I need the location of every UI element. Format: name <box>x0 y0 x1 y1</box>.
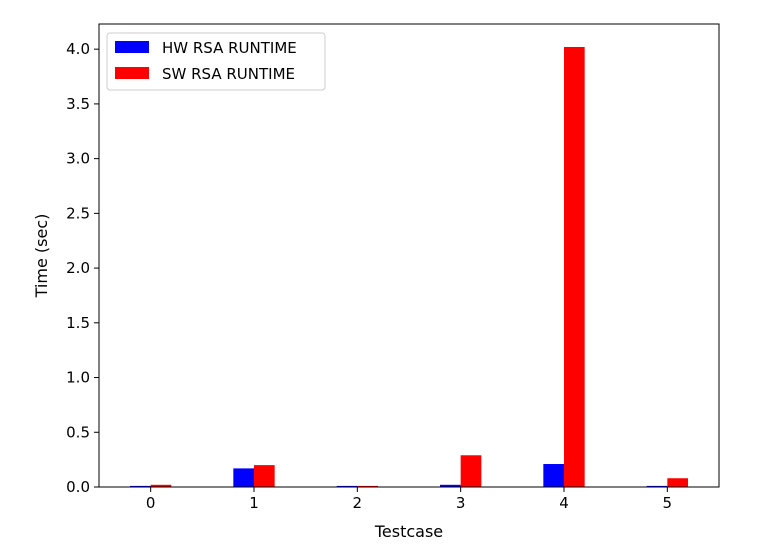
bar-sw-5 <box>667 478 688 487</box>
y-axis-label: Time (sec) <box>32 214 51 299</box>
legend-box <box>106 32 326 91</box>
y-tick-label: 1.0 <box>66 369 90 387</box>
bar-hw-2 <box>336 485 358 487</box>
y-tick-label: 3.0 <box>66 150 90 168</box>
bar-hw-4 <box>543 464 564 487</box>
bar-sw-4 <box>564 46 585 488</box>
bar-hw-3 <box>440 484 461 487</box>
x-axis-label: Testcase <box>374 522 443 541</box>
bars-group <box>130 46 688 488</box>
legend-label-hw: HW RSA RUNTIME <box>162 39 297 57</box>
x-tick-label: 2 <box>353 494 363 512</box>
bar-sw-1 <box>254 465 275 487</box>
y-tick-label: 3.5 <box>66 95 90 113</box>
legend-swatch-sw <box>115 67 149 79</box>
bar-hw-5 <box>646 485 668 487</box>
bar-sw-2 <box>357 485 378 487</box>
bar-hw-0 <box>130 485 151 487</box>
y-tick-label: 2.0 <box>66 259 90 277</box>
axes-group: 0 1 2 3 4 5 0.0 0.5 1.0 1.5 2.0 2.5 3.0 3.5 4.0 <box>66 23 720 512</box>
y-tick-label: 0.5 <box>66 423 90 441</box>
x-tick-label: 3 <box>456 494 466 512</box>
y-tick-label: 0.0 <box>66 478 90 496</box>
bar-sw-3 <box>460 455 482 487</box>
legend: HW RSA RUNTIME SW RSA RUNTIME <box>106 32 326 91</box>
y-tick-label: 4.0 <box>66 40 90 58</box>
x-tick-label: 0 <box>146 494 156 512</box>
x-tick-label: 4 <box>559 494 569 512</box>
x-tick-label: 1 <box>249 494 259 512</box>
legend-swatch-hw <box>115 41 149 53</box>
x-tick-label: 5 <box>663 494 673 512</box>
bar-sw-0 <box>150 484 172 487</box>
plot-frame <box>98 23 720 488</box>
y-tick-label: 1.5 <box>66 314 90 332</box>
legend-label-sw: SW RSA RUNTIME <box>162 65 295 83</box>
bar-hw-1 <box>233 468 254 487</box>
y-tick-label: 2.5 <box>66 204 90 222</box>
